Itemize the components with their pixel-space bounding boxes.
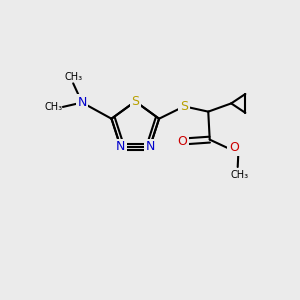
Text: CH₃: CH₃ [230,170,248,180]
Text: S: S [180,100,188,113]
Text: CH₃: CH₃ [64,72,82,82]
Text: O: O [177,135,187,148]
Text: N: N [145,140,155,153]
Text: N: N [116,140,125,153]
Text: O: O [229,141,239,154]
Text: N: N [77,96,87,109]
Text: S: S [131,95,139,108]
Text: CH₃: CH₃ [45,102,63,112]
